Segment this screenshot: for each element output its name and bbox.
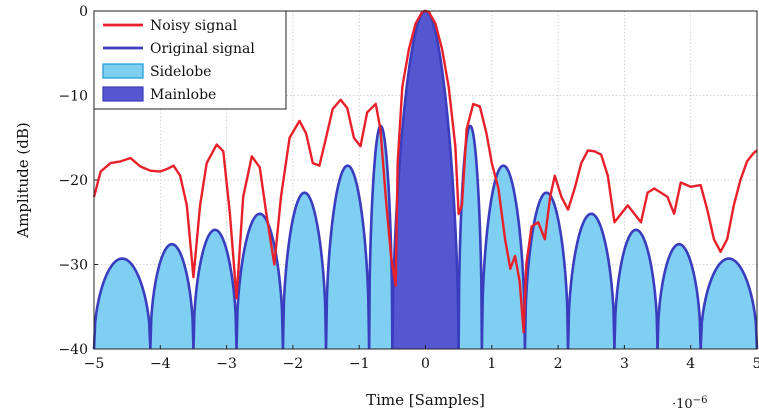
sidelobe-area [481, 165, 525, 349]
sidelobe-area [94, 258, 151, 349]
x-axis-label: Time [Samples] [366, 391, 485, 409]
original-signal-lobe [281, 191, 328, 350]
x-tick-label: 5 [753, 356, 759, 372]
noisy-signal-line [92, 9, 758, 334]
sidelobe-area [458, 125, 482, 349]
original-signal-lobe [324, 164, 371, 350]
x-tick-label: −3 [216, 356, 237, 372]
original-signal-lobe [192, 228, 238, 350]
sidelobe-area [236, 213, 283, 349]
y-tick-label: −40 [58, 342, 88, 358]
legend-label: Sidelobe [150, 64, 211, 80]
sidelobe-area [282, 192, 327, 349]
sidelobe-area [326, 165, 370, 349]
sidelobe-area [150, 244, 194, 349]
original-signal-lobe [566, 212, 616, 350]
x-tick-label: −1 [349, 356, 370, 372]
original-signal-lobe [480, 164, 527, 350]
y-tick-label: −30 [58, 258, 88, 274]
original-signal-lobe [656, 242, 702, 350]
tick-layer: −5 −4 −3 −2 −1 0 1 2 3 4 5−40−30−20−100 [58, 4, 759, 372]
x-scale-base: ·10 [672, 397, 693, 412]
original-signal-lobe [699, 257, 759, 350]
legend-swatch-patch [102, 63, 144, 79]
legend-label: Mainlobe [150, 87, 216, 103]
sidelobe-area [568, 213, 615, 349]
sidelobe-area [524, 192, 569, 349]
sidelobe-area [614, 229, 658, 349]
original-signal-lobe [92, 257, 152, 350]
sidelobe-area [657, 244, 701, 349]
legend: Noisy signal Original signal Sidelobe Mainl… [93, 10, 287, 110]
original-signal-lobe [523, 191, 570, 350]
x-tick-label: 2 [554, 356, 563, 372]
mainlobe-area [392, 11, 459, 349]
original-signal-lobe [613, 228, 659, 350]
y-tick-label: 0 [79, 4, 88, 20]
x-tick-label: 3 [620, 356, 629, 372]
x-tick-label: 4 [686, 356, 695, 372]
sidelobe-area [193, 229, 237, 349]
lobe-layer [92, 9, 759, 350]
noisy-layer [92, 9, 758, 334]
x-scale-multiplier: ·10−6 [672, 395, 707, 413]
legend-label: Noisy signal [150, 18, 238, 34]
original-signal-lobe [149, 242, 195, 350]
sidelobe-area [369, 125, 393, 349]
legend-swatch-patch [102, 86, 144, 102]
y-axis-label: Amplitude (dB) [14, 122, 32, 239]
x-tick-label: 1 [487, 356, 496, 372]
x-scale-exponent: −6 [693, 395, 708, 406]
x-tick-label: −5 [84, 356, 105, 372]
x-tick-label: −2 [283, 356, 304, 372]
x-tick-label: 0 [421, 356, 430, 372]
x-tick-label: −4 [150, 356, 171, 372]
y-tick-label: −20 [58, 173, 88, 189]
y-tick-label: −10 [58, 89, 88, 105]
legend-label: Original signal [150, 41, 255, 57]
sidelobe-area [700, 258, 757, 349]
legend-items: Noisy signal Original signal Sidelobe Mainl… [102, 18, 255, 103]
